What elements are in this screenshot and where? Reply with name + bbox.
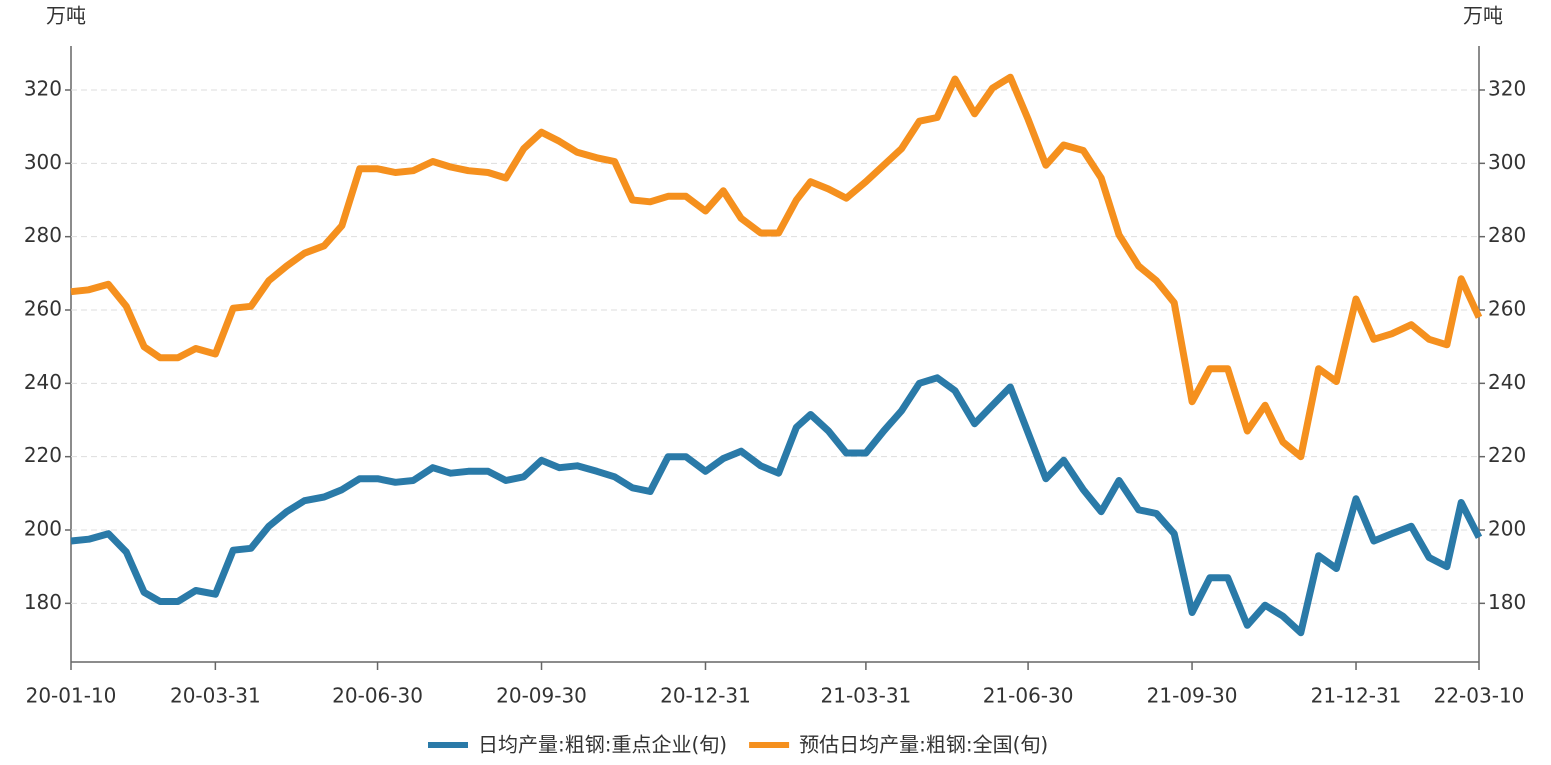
legend-label: 预估日均产量:粗钢:全国(旬) xyxy=(799,733,1048,757)
y2-tick-label: 280 xyxy=(1488,223,1526,247)
y-axis-unit: 万吨 xyxy=(46,4,86,28)
y-tick-label: 180 xyxy=(24,590,62,614)
y2-axis-unit: 万吨 xyxy=(1463,4,1503,28)
x-tick-label: 20-06-30 xyxy=(332,684,423,708)
y-tick-label: 320 xyxy=(24,77,62,101)
x-tick-label: 20-12-31 xyxy=(660,684,751,708)
y-tick-label: 200 xyxy=(24,517,62,541)
y2-tick-label: 300 xyxy=(1488,150,1526,174)
x-tick-label: 20-09-30 xyxy=(496,684,587,708)
y-tick-label: 220 xyxy=(24,443,62,467)
y-tick-label: 280 xyxy=(24,223,62,247)
x-tick-label: 21-03-31 xyxy=(821,684,912,708)
series-line xyxy=(70,73,1483,461)
y2-tick-label: 260 xyxy=(1488,297,1526,321)
y2-tick-label: 180 xyxy=(1488,590,1526,614)
y2-tick-label: 200 xyxy=(1488,517,1526,541)
y2-tick-label: 220 xyxy=(1488,443,1526,467)
x-tick-label: 21-09-30 xyxy=(1147,684,1238,708)
y-tick-label: 240 xyxy=(24,370,62,394)
series-line xyxy=(70,374,1483,637)
x-tick-label: 21-06-30 xyxy=(983,684,1074,708)
x-tick-label: 22-03-10 xyxy=(1434,684,1525,708)
y-tick-label: 260 xyxy=(24,297,62,321)
legend-label: 日均产量:粗钢:重点企业(旬) xyxy=(478,733,727,757)
y2-tick-label: 320 xyxy=(1488,77,1526,101)
x-tick-label: 20-01-10 xyxy=(26,684,117,708)
y-tick-label: 300 xyxy=(24,150,62,174)
y2-tick-label: 240 xyxy=(1488,370,1526,394)
x-tick-label: 21-12-31 xyxy=(1311,684,1402,708)
x-tick-label: 20-03-31 xyxy=(170,684,261,708)
